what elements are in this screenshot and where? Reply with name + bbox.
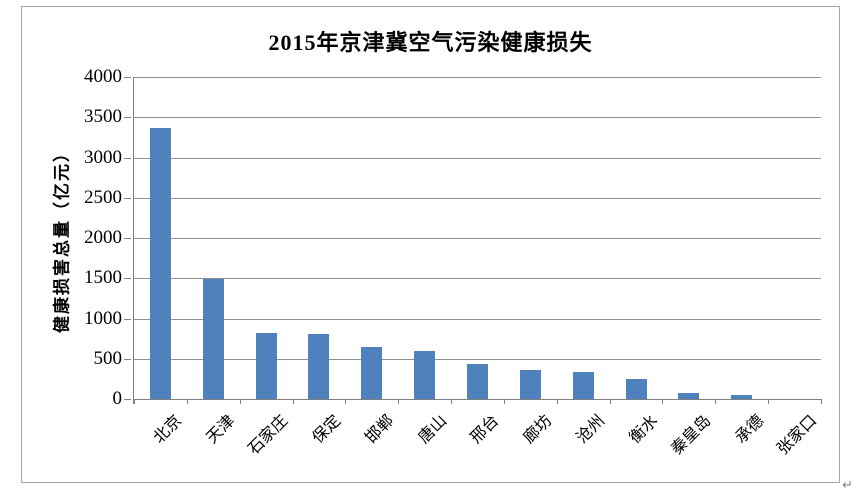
x-tick-mark: [715, 399, 717, 404]
y-tick-mark: [124, 77, 131, 78]
gridline: [134, 278, 821, 280]
gridline: [134, 358, 821, 360]
y-tick-mark: [124, 238, 131, 239]
y-tick-label: 1000: [84, 307, 122, 329]
x-tick-label: 衡水: [626, 412, 662, 447]
y-tick-label: 1500: [84, 267, 122, 289]
paragraph-return-mark: ↵: [842, 478, 853, 493]
gridline: [134, 238, 821, 239]
y-tick-label: 4000: [84, 66, 122, 87]
plot-area: [133, 77, 821, 404]
gridline: [134, 197, 821, 199]
y-tick-mark: [124, 197, 131, 199]
chart-title: 2015年京津冀空气污染健康损失: [268, 30, 593, 55]
x-tick-label: 秦皇岛: [668, 412, 715, 459]
x-tick-label: 邯郸: [362, 412, 398, 447]
y-tick-mark: [124, 399, 131, 400]
gridline: [134, 77, 821, 78]
x-tick-mark: [821, 399, 822, 404]
x-tick-label: 沧州: [573, 412, 609, 447]
x-tick-label: 北京: [151, 412, 186, 447]
bar-唐山[interactable]: [414, 350, 436, 399]
x-tick-mark: [503, 399, 505, 404]
y-tick-label: 2000: [84, 227, 122, 248]
bar-石家庄[interactable]: [255, 333, 277, 399]
y-tick-label: 0: [112, 388, 123, 409]
bar-衡水[interactable]: [625, 378, 647, 399]
x-tick-mark: [186, 399, 188, 404]
y-tick-mark: [124, 278, 131, 280]
x-axis-line: [133, 399, 821, 400]
x-tick-mark: [292, 399, 294, 404]
gridline: [134, 157, 821, 159]
x-tick-label: 邢台: [468, 412, 503, 447]
x-tick-mark: [134, 399, 135, 404]
bar-天津[interactable]: [202, 279, 224, 399]
x-tick-mark: [556, 399, 558, 404]
chart-area[interactable]: 2015年京津冀空气污染健康损失 健康损害总量（亿元） 0 500 1000 1500…: [21, 6, 840, 483]
bar-邢台[interactable]: [467, 363, 488, 399]
x-tick-label: 张家口: [773, 412, 820, 459]
y-tick-label: 2500: [84, 186, 122, 208]
x-tick-mark: [239, 399, 241, 404]
x-tick-mark: [768, 399, 770, 404]
x-tick-label: 廊坊: [520, 412, 556, 447]
x-tick-label: 承德: [732, 412, 767, 447]
x-tick-label: 石家庄: [245, 412, 292, 459]
x-tick-label: 唐山: [415, 412, 450, 447]
x-tick-mark: [398, 399, 400, 404]
bar-承德[interactable]: [731, 395, 753, 399]
bar-保定[interactable]: [308, 333, 330, 399]
x-tick-mark: [451, 399, 453, 404]
bar-北京[interactable]: [149, 127, 171, 399]
x-tick-mark: [662, 399, 664, 404]
bar-沧州[interactable]: [572, 371, 594, 399]
gridline: [134, 117, 821, 119]
bar-秦皇岛[interactable]: [678, 392, 700, 399]
bar-邯郸[interactable]: [361, 347, 383, 399]
x-tick-mark: [609, 399, 611, 404]
y-axis-line: [133, 77, 134, 404]
x-tick-label: 保定: [309, 412, 345, 447]
y-tick-label: 3500: [84, 106, 122, 128]
gridline: [134, 318, 821, 320]
y-tick-label: 500: [93, 347, 123, 369]
y-tick-mark: [124, 157, 131, 159]
y-tick-label: 3000: [84, 146, 122, 168]
y-tick-mark: [124, 117, 131, 119]
x-tick-label: 天津: [203, 412, 239, 447]
x-tick-mark: [345, 399, 347, 404]
y-tick-mark: [124, 318, 131, 320]
y-tick-mark: [124, 358, 131, 360]
bar-廊坊[interactable]: [519, 370, 541, 399]
